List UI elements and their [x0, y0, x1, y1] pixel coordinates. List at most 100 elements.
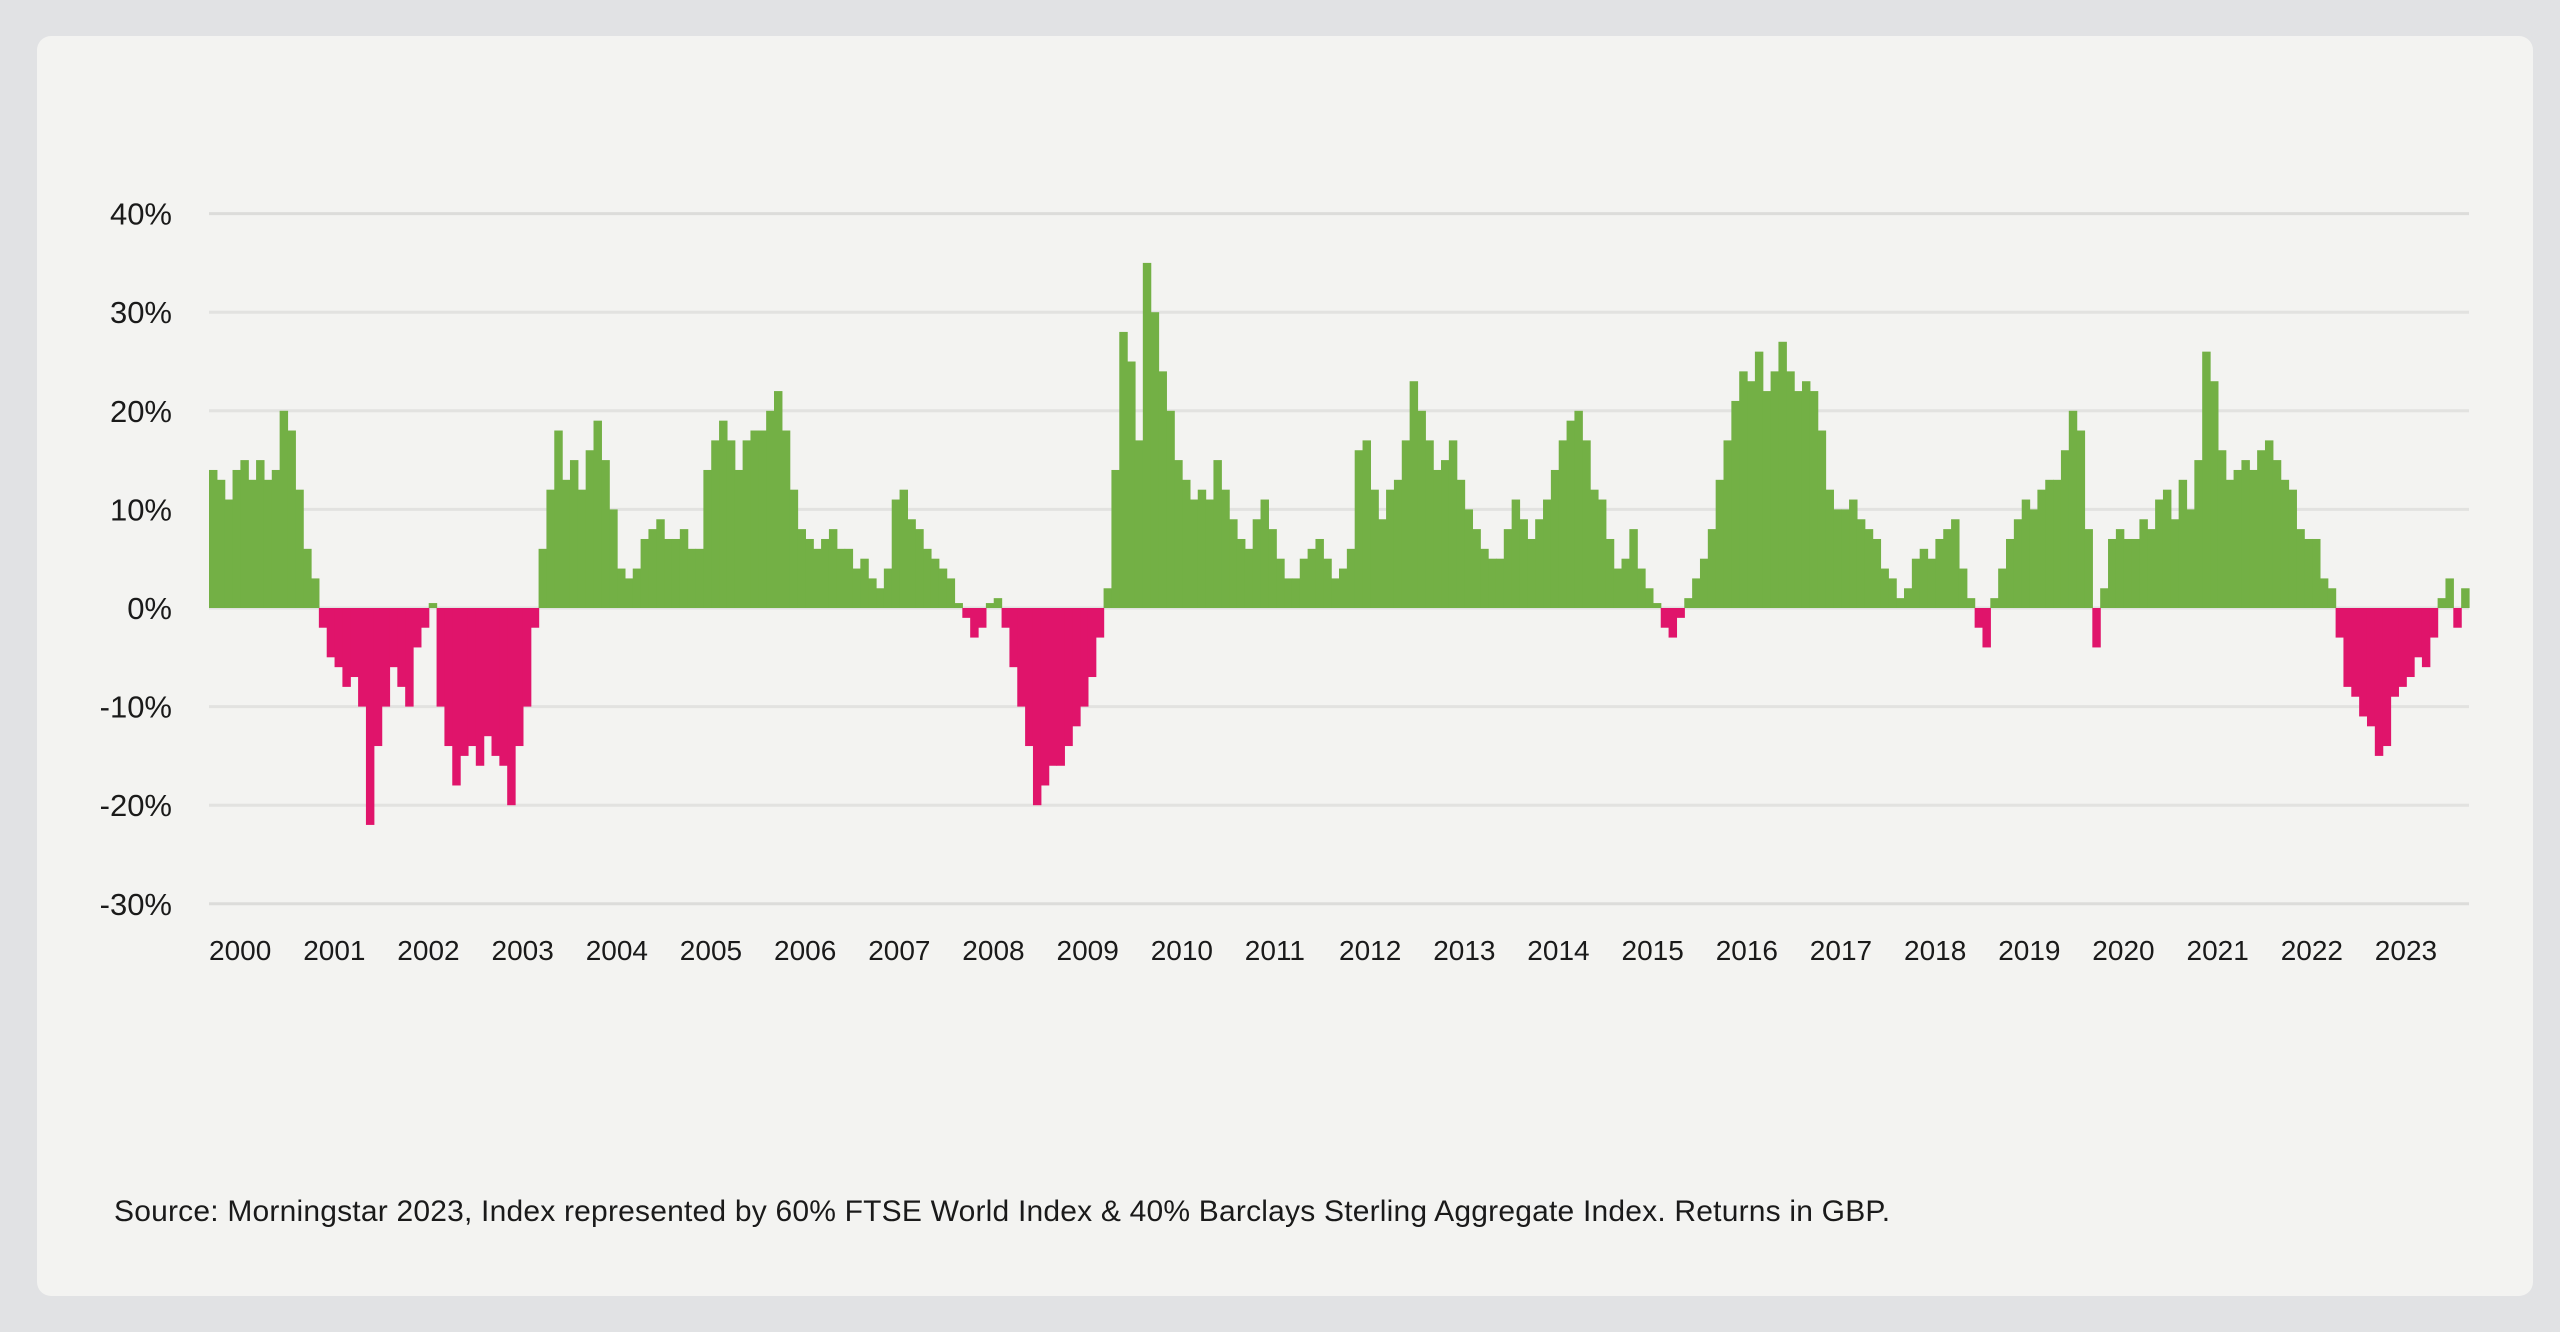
bar — [1998, 568, 2007, 608]
x-tick-label: 2023 — [2375, 935, 2437, 966]
bar — [1849, 499, 1858, 608]
bar — [1841, 509, 1850, 608]
bars — [209, 262, 2470, 825]
bar — [1166, 410, 1175, 608]
bar — [381, 608, 391, 707]
bar — [679, 529, 689, 608]
bar — [1378, 519, 1387, 608]
bar — [1495, 558, 1505, 608]
bar — [2186, 509, 2195, 608]
bar — [1464, 509, 1474, 608]
bar — [1723, 440, 1732, 608]
bar — [1119, 331, 1128, 608]
bar — [1488, 558, 1497, 608]
bar — [711, 440, 720, 608]
bar — [993, 598, 1003, 608]
bar — [2045, 479, 2054, 608]
x-tick-label: 2004 — [586, 935, 648, 966]
bar — [2390, 608, 2399, 697]
bar — [530, 608, 540, 628]
bar — [1872, 538, 1882, 608]
bar — [444, 608, 453, 747]
bar — [1597, 499, 1607, 608]
x-tick-label: 2003 — [492, 935, 554, 966]
bar — [1535, 519, 1544, 608]
bar — [1825, 489, 1834, 608]
bar — [2092, 608, 2101, 648]
bar — [1786, 371, 1795, 608]
bar — [938, 568, 948, 608]
bar — [868, 578, 877, 608]
bar — [1323, 558, 1332, 608]
bar — [2060, 450, 2070, 608]
bar — [2225, 479, 2235, 608]
bar — [2139, 519, 2148, 608]
bar — [1676, 608, 1685, 618]
bar — [1566, 420, 1576, 608]
bar — [593, 420, 602, 608]
bar — [1386, 489, 1395, 608]
bar — [326, 608, 336, 658]
bar — [1001, 608, 1011, 628]
bar — [287, 430, 296, 608]
bar — [1543, 499, 1552, 608]
bar — [1480, 548, 1489, 608]
bar — [1817, 430, 1827, 608]
bar — [899, 489, 909, 608]
bar — [2178, 479, 2188, 608]
bar — [1236, 538, 1246, 608]
bar — [2068, 410, 2078, 608]
bar — [2084, 529, 2093, 608]
bar — [750, 430, 759, 608]
bar — [1707, 529, 1717, 608]
bar — [852, 568, 861, 608]
bar — [1966, 598, 1976, 608]
bar — [1888, 578, 1897, 608]
bar — [224, 499, 234, 608]
x-tick-label: 2019 — [1998, 935, 2060, 966]
bar — [240, 460, 249, 608]
bar — [1213, 460, 1222, 608]
bar — [2304, 538, 2313, 608]
bar — [350, 608, 359, 678]
x-tick-label: 2008 — [962, 935, 1024, 966]
y-tick-label: 30% — [110, 295, 172, 330]
bar — [1613, 568, 1623, 608]
bar — [405, 608, 414, 707]
bar — [985, 603, 995, 608]
bar — [656, 519, 665, 608]
bar — [1221, 489, 1230, 608]
x-tick-label: 2020 — [2092, 935, 2154, 966]
bar — [2076, 430, 2086, 608]
bar — [554, 430, 563, 608]
bar — [232, 469, 241, 608]
bar — [389, 608, 398, 668]
bar — [860, 558, 869, 608]
source-note: Source: Morningstar 2023, Index represen… — [114, 1195, 1891, 1228]
bar — [1778, 341, 1787, 608]
bar — [1032, 608, 1042, 806]
bar — [2406, 608, 2415, 678]
bar — [436, 608, 446, 707]
bar — [2006, 538, 2015, 608]
x-tick-label: 2001 — [303, 935, 365, 966]
bar — [2029, 509, 2039, 608]
bar — [271, 469, 281, 608]
bar — [1574, 410, 1583, 608]
bar — [1699, 558, 1709, 608]
bar — [2037, 489, 2046, 608]
bar — [703, 469, 712, 608]
bar — [1048, 608, 1058, 766]
bar — [1009, 608, 1018, 668]
bar — [609, 509, 618, 608]
bar — [1715, 479, 1725, 608]
bar — [766, 410, 775, 608]
bar — [562, 479, 571, 608]
bar — [726, 440, 736, 608]
bar — [373, 608, 383, 747]
bar — [664, 538, 673, 608]
bar — [318, 608, 328, 628]
y-tick-label: 40% — [110, 197, 172, 232]
bar — [2398, 608, 2407, 687]
